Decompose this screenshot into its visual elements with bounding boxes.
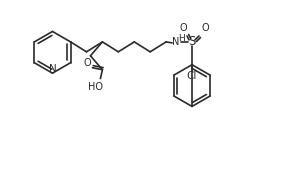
Text: Cl: Cl (187, 71, 197, 81)
Text: N: N (172, 37, 180, 47)
Text: H: H (178, 34, 185, 43)
Text: HO: HO (88, 82, 103, 92)
Text: S: S (188, 35, 196, 48)
Text: N: N (48, 64, 56, 74)
Text: O: O (179, 23, 187, 33)
Text: O: O (201, 23, 209, 33)
Text: O: O (84, 58, 91, 68)
